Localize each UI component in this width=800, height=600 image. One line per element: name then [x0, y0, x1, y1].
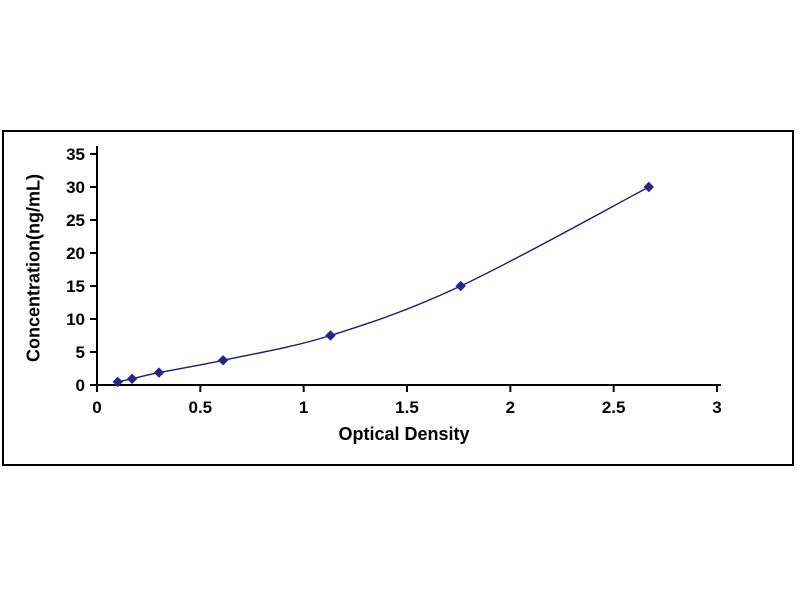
y-tick-label: 20 [66, 244, 85, 263]
x-tick-label: 2 [506, 398, 515, 417]
y-tick-label: 35 [66, 145, 85, 164]
x-tick-label: 3 [712, 398, 721, 417]
y-tick-label: 25 [66, 211, 85, 230]
x-tick-label: 1 [299, 398, 308, 417]
y-tick-label: 5 [76, 343, 85, 362]
data-point-marker [643, 181, 655, 193]
y-tick-label: 30 [66, 178, 85, 197]
x-tick-label: 2.5 [602, 398, 626, 417]
data-point-marker [217, 355, 229, 366]
y-tick-label: 0 [76, 376, 85, 395]
x-tick-label: 0.5 [189, 398, 213, 417]
x-tick-label: 1.5 [395, 398, 419, 417]
data-point-marker [153, 367, 165, 378]
curve-line [117, 186, 650, 383]
data-point-marker [455, 280, 466, 292]
data-point-marker [126, 373, 138, 385]
data-point-marker [325, 330, 336, 341]
x-tick-label: 0 [92, 398, 101, 417]
x-axis-label: Optical Density [338, 424, 470, 444]
y-tick-label: 15 [66, 277, 85, 296]
data-point-marker [112, 376, 123, 388]
y-tick-label: 10 [66, 310, 85, 329]
elisa-standard-curve-figure: 0 0.5 1 1.5 2 2.5 3 0 5 10 15 20 25 30 35 Concentratio… [2, 130, 794, 466]
y-axis-label: Concentration(ng/mL) [23, 174, 44, 362]
